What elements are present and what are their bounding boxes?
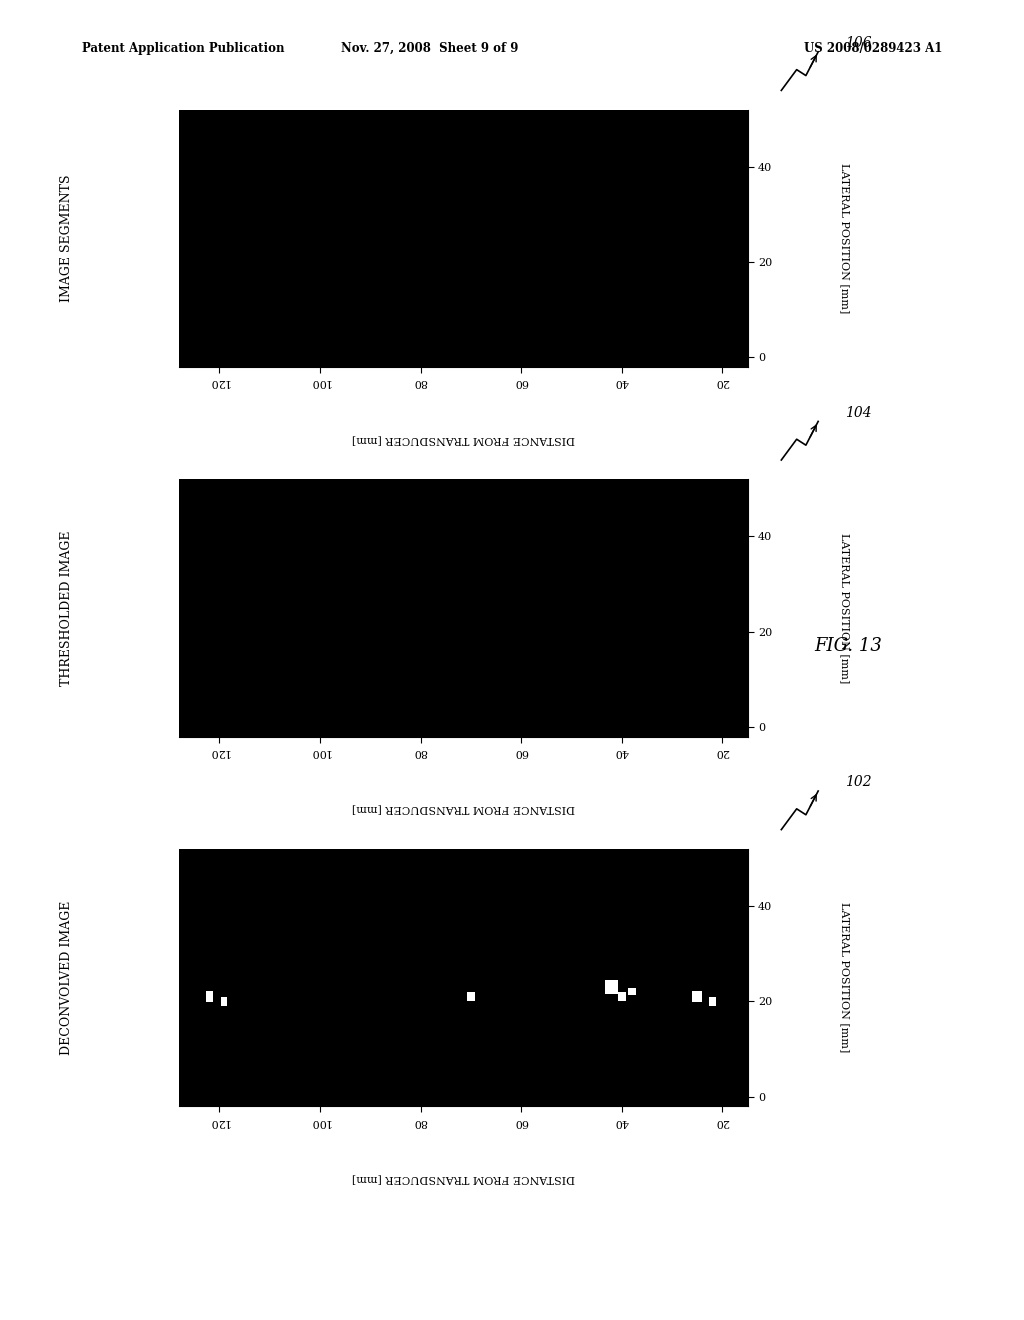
Text: LATERAL POSITION [mm]: LATERAL POSITION [mm] bbox=[840, 903, 850, 1052]
Text: FIG. 13: FIG. 13 bbox=[814, 638, 882, 656]
Bar bbox=[709, 997, 716, 1006]
Bar bbox=[618, 991, 626, 1002]
Bar bbox=[206, 990, 213, 1002]
Text: 102: 102 bbox=[845, 775, 871, 789]
Text: 104: 104 bbox=[845, 405, 871, 420]
Text: Nov. 27, 2008  Sheet 9 of 9: Nov. 27, 2008 Sheet 9 of 9 bbox=[341, 42, 519, 55]
Bar bbox=[628, 989, 636, 995]
Text: DISTANCE FROM TRANSDUCER [mm]: DISTANCE FROM TRANSDUCER [mm] bbox=[352, 804, 574, 814]
Bar bbox=[221, 997, 227, 1006]
Text: DISTANCE FROM TRANSDUCER [mm]: DISTANCE FROM TRANSDUCER [mm] bbox=[352, 434, 574, 445]
Bar bbox=[467, 991, 475, 1002]
Bar bbox=[605, 979, 618, 994]
Text: DISTANCE FROM TRANSDUCER [mm]: DISTANCE FROM TRANSDUCER [mm] bbox=[352, 1173, 574, 1184]
Text: LATERAL POSITION [mm]: LATERAL POSITION [mm] bbox=[840, 164, 850, 313]
Text: 106: 106 bbox=[845, 36, 871, 50]
Bar bbox=[692, 990, 702, 1002]
Text: IMAGE SEGMENTS: IMAGE SEGMENTS bbox=[60, 174, 73, 302]
Text: THRESHOLDED IMAGE: THRESHOLDED IMAGE bbox=[60, 531, 73, 685]
Text: LATERAL POSITION [mm]: LATERAL POSITION [mm] bbox=[840, 533, 850, 682]
Text: US 2008/0289423 A1: US 2008/0289423 A1 bbox=[804, 42, 942, 55]
Text: DECONVOLVED IMAGE: DECONVOLVED IMAGE bbox=[60, 900, 73, 1055]
Text: Patent Application Publication: Patent Application Publication bbox=[82, 42, 285, 55]
